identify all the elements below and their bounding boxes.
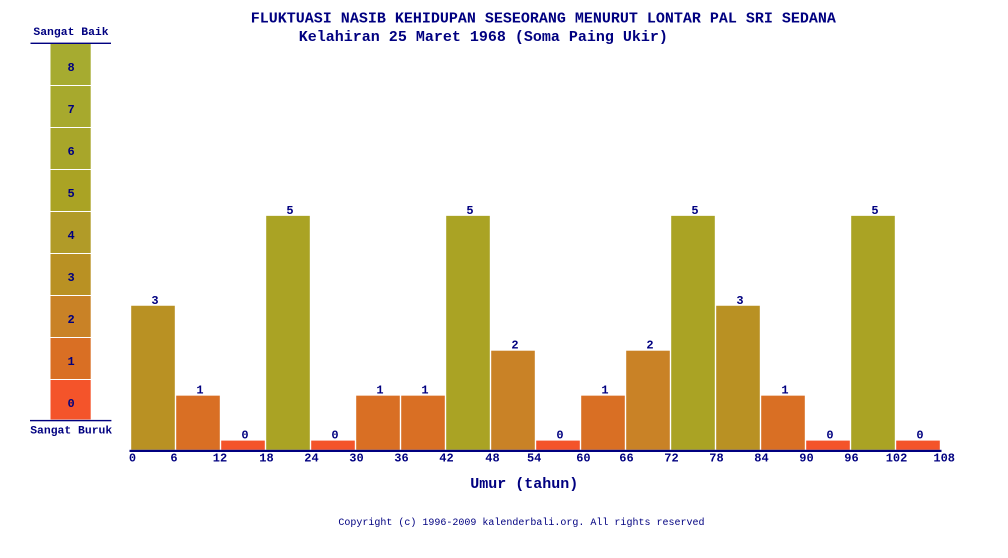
- svg-text:102: 102: [886, 452, 908, 466]
- svg-text:42: 42: [439, 452, 453, 466]
- svg-text:8: 8: [67, 61, 74, 75]
- svg-text:2: 2: [646, 339, 653, 353]
- svg-text:1: 1: [196, 384, 203, 398]
- svg-text:72: 72: [664, 452, 678, 466]
- svg-text:60: 60: [576, 452, 590, 466]
- svg-text:6: 6: [170, 452, 177, 466]
- svg-text:3: 3: [67, 271, 74, 285]
- svg-text:0: 0: [556, 429, 563, 443]
- svg-text:1: 1: [601, 384, 608, 398]
- svg-text:5: 5: [286, 204, 293, 218]
- svg-text:1: 1: [781, 384, 788, 398]
- svg-text:0: 0: [916, 429, 923, 443]
- svg-text:1: 1: [421, 384, 428, 398]
- svg-text:6: 6: [67, 145, 74, 159]
- svg-text:5: 5: [466, 204, 473, 218]
- svg-text:90: 90: [799, 452, 813, 466]
- svg-text:5: 5: [871, 204, 878, 218]
- svg-text:24: 24: [304, 452, 318, 466]
- svg-text:0: 0: [241, 429, 248, 443]
- svg-text:108: 108: [933, 452, 955, 466]
- svg-text:0: 0: [67, 397, 74, 411]
- svg-text:5: 5: [67, 187, 74, 201]
- svg-text:5: 5: [691, 204, 698, 218]
- svg-text:Kelahiran 25 Maret 1968 (Soma: Kelahiran 25 Maret 1968 (Soma Paing Ukir…: [299, 29, 668, 46]
- svg-text:Sangat Buruk: Sangat Buruk: [30, 426, 112, 438]
- svg-text:1: 1: [376, 384, 383, 398]
- svg-text:30: 30: [349, 452, 363, 466]
- svg-text:FLUKTUASI NASIB KEHIDUPAN SESE: FLUKTUASI NASIB KEHIDUPAN SESEORANG MENU…: [251, 10, 836, 27]
- svg-text:78: 78: [709, 452, 723, 466]
- svg-text:18: 18: [259, 452, 273, 466]
- svg-text:0: 0: [129, 452, 136, 466]
- svg-text:66: 66: [619, 452, 633, 466]
- svg-text:96: 96: [844, 452, 858, 466]
- svg-text:48: 48: [485, 452, 499, 466]
- svg-text:36: 36: [394, 452, 408, 466]
- svg-text:54: 54: [527, 452, 541, 466]
- svg-text:0: 0: [826, 429, 833, 443]
- svg-text:84: 84: [754, 452, 768, 466]
- svg-text:2: 2: [67, 313, 74, 327]
- svg-text:Umur (tahun): Umur (tahun): [470, 476, 578, 493]
- svg-text:Copyright (c) 1996-2009 kalend: Copyright (c) 1996-2009 kalenderbali.org…: [338, 517, 704, 529]
- svg-text:3: 3: [736, 294, 743, 308]
- svg-text:3: 3: [151, 294, 158, 308]
- svg-text:2: 2: [511, 339, 518, 353]
- svg-text:0: 0: [331, 429, 338, 443]
- svg-text:12: 12: [213, 452, 227, 466]
- svg-text:1: 1: [67, 355, 74, 369]
- svg-text:7: 7: [67, 103, 74, 117]
- svg-text:Sangat Baik: Sangat Baik: [33, 27, 108, 39]
- svg-text:4: 4: [67, 229, 74, 243]
